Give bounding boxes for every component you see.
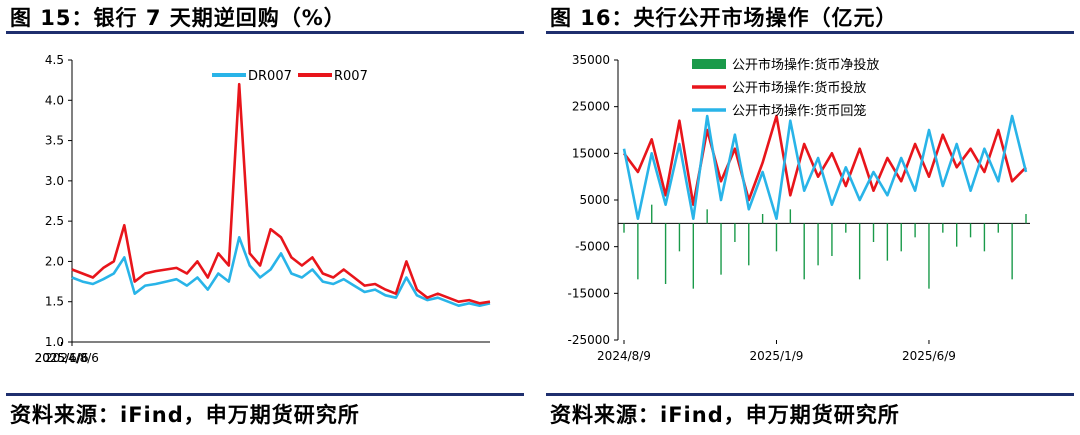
injection-line bbox=[622, 114, 1027, 206]
source-note: 资料来源：iFind，申万期货研究所 bbox=[550, 403, 900, 427]
y-tick-label: 4.0 bbox=[45, 93, 64, 107]
source-note: 资料来源：iFind，申万期货研究所 bbox=[10, 403, 360, 427]
y-tick-label: 35000 bbox=[572, 53, 610, 67]
withdrawal-line bbox=[622, 114, 1028, 220]
y-tick-label: 3.5 bbox=[45, 134, 64, 148]
y-tick-label: -5000 bbox=[575, 240, 610, 254]
y-tick-label: 5000 bbox=[579, 193, 610, 207]
y-tick-label: -25000 bbox=[567, 333, 610, 347]
right-figure-panel: 图 16：央行公开市场操作（亿元） -25000 -15000 -5000 5000 1… bbox=[540, 0, 1080, 435]
y-tick-label: 1.5 bbox=[45, 295, 64, 309]
y-tick-label: 1.0 bbox=[45, 335, 64, 349]
y-tick-label: -15000 bbox=[567, 286, 610, 300]
figure-title: 图 16：央行公开市场操作（亿元） bbox=[550, 6, 898, 30]
bottom-rule bbox=[6, 393, 524, 396]
x-tick-label: 2024/8/6 bbox=[45, 351, 99, 365]
series-line-dr007 bbox=[71, 236, 491, 308]
legend-label: R007 bbox=[334, 69, 368, 84]
y-tick-label: 4.5 bbox=[45, 53, 64, 67]
x-tick-label: 2025/6/6 bbox=[35, 351, 89, 365]
top-rule bbox=[6, 31, 524, 34]
bottom-rule bbox=[546, 393, 1074, 396]
x-tick-label: 2024/8/9 bbox=[597, 349, 651, 363]
y-tick-label: 25000 bbox=[572, 100, 610, 114]
top-rule bbox=[546, 31, 1074, 34]
y-tick-label: 3.0 bbox=[45, 174, 64, 188]
legend-label: DR007 bbox=[248, 69, 292, 84]
x-tick-label: 2025/1/6 bbox=[35, 351, 89, 365]
legend-label: 公开市场操作:货币净投放 bbox=[732, 57, 879, 73]
legend-label: 公开市场操作:货币投放 bbox=[732, 80, 866, 96]
x-tick-label: 2025/6/9 bbox=[902, 349, 956, 363]
left-figure-panel: 图 15：银行 7 天期逆回购（%） 1.0 1.5 2.0 2.5 3.0 3.5 4.0… bbox=[0, 0, 530, 435]
series-line-r007 bbox=[71, 82, 491, 305]
figure-title: 图 15：银行 7 天期逆回购（%） bbox=[10, 6, 346, 30]
reverse-repo-line-chart: 1.0 1.5 2.0 2.5 3.0 3.5 4.0 4.5 2024/8/62025/1/6… bbox=[35, 53, 491, 365]
legend-label: 公开市场操作:货币回笼 bbox=[732, 103, 866, 119]
open-market-ops-chart: -25000 -15000 -5000 5000 15000 25000 35000 2024… bbox=[567, 53, 1030, 363]
y-tick-label: 2.5 bbox=[45, 214, 64, 228]
y-tick-label: 15000 bbox=[572, 146, 610, 160]
x-tick-label: 2025/1/9 bbox=[750, 349, 804, 363]
legend-swatch bbox=[692, 59, 726, 69]
y-tick-label: 2.0 bbox=[45, 254, 64, 268]
